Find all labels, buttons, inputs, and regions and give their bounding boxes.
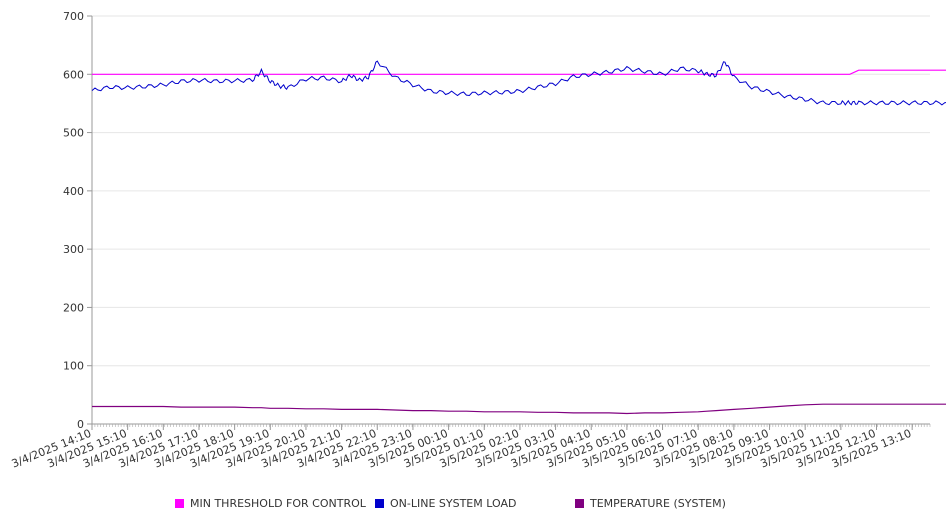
legend: MIN THRESHOLD FOR CONTROL ON-LINE SYSTEM… bbox=[0, 497, 946, 515]
x-axis-ticks: 3/4/2025 14:103/4/2025 15:103/4/2025 16:… bbox=[10, 424, 913, 470]
legend-swatch-min-threshold bbox=[175, 499, 184, 508]
legend-item-min-threshold[interactable]: MIN THRESHOLD FOR CONTROL bbox=[175, 497, 366, 510]
legend-swatch-system-load bbox=[375, 499, 384, 508]
series-lines bbox=[91, 60, 946, 415]
y-axis-ticks: 0 100 200 300 400 500 600 700 bbox=[63, 10, 92, 431]
legend-label-system-load: ON-LINE SYSTEM LOAD bbox=[390, 497, 517, 510]
y-tick-label: 200 bbox=[63, 301, 84, 314]
y-tick-label: 0 bbox=[77, 418, 84, 431]
legend-label-temperature: TEMPERATURE (SYSTEM) bbox=[590, 497, 726, 510]
legend-item-temperature[interactable]: TEMPERATURE (SYSTEM) bbox=[575, 497, 726, 510]
gridlines bbox=[92, 15, 930, 425]
series-line-system-load bbox=[91, 60, 946, 106]
legend-swatch-temperature bbox=[575, 499, 584, 508]
legend-item-system-load[interactable]: ON-LINE SYSTEM LOAD bbox=[375, 497, 516, 510]
y-tick-label: 500 bbox=[63, 127, 84, 140]
y-tick-label: 400 bbox=[63, 185, 84, 198]
axes bbox=[91, 16, 931, 427]
series-line-temperature bbox=[92, 403, 946, 415]
legend-label-min-threshold: MIN THRESHOLD FOR CONTROL bbox=[190, 497, 366, 510]
series-line-min-threshold bbox=[92, 69, 946, 75]
y-tick-label: 700 bbox=[63, 10, 84, 23]
y-tick-label: 300 bbox=[63, 243, 84, 256]
y-tick-label: 600 bbox=[63, 68, 84, 81]
y-tick-label: 100 bbox=[63, 360, 84, 373]
